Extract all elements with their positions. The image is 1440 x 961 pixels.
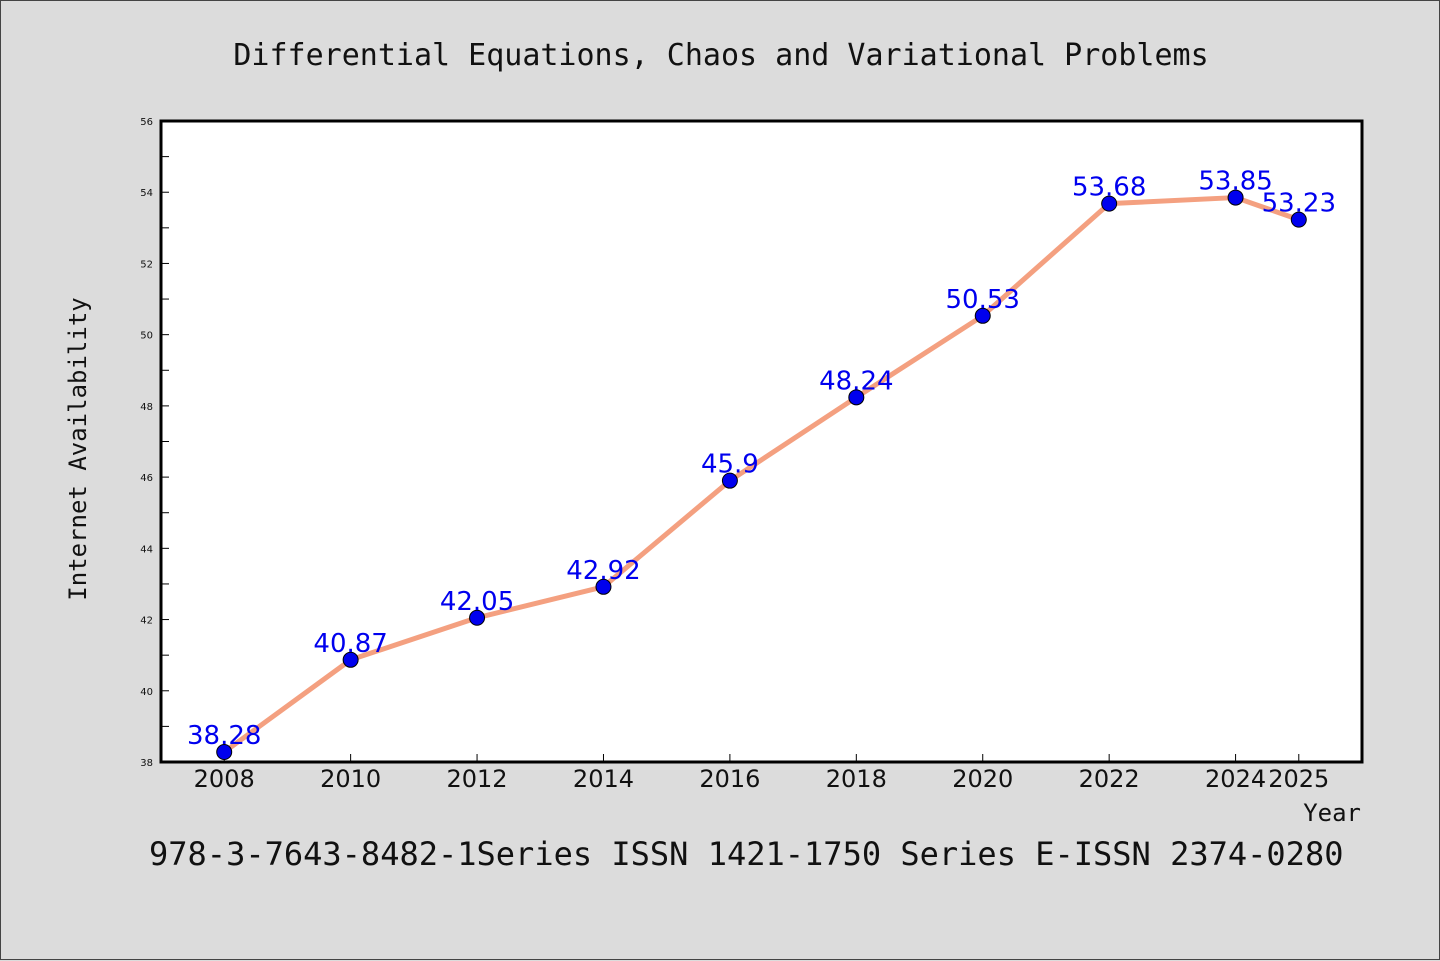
isbn-footer: 978-3-7643-8482-1Series ISSN 1421-1750 S… [149,835,1343,873]
x-tick-label: 2016 [699,765,760,793]
y-tick-label: 44 [140,544,153,555]
y-tick-label: 50 [140,331,153,342]
x-tick-label: 2020 [952,765,1013,793]
x-tick-label: 2025 [1268,765,1329,793]
y-tick-label: 38 [140,758,153,769]
data-point [1101,195,1118,212]
data-point [848,389,865,406]
x-tick-label: 2024 [1205,765,1266,793]
data-label: 45.9 [701,450,759,480]
data-point [216,744,233,761]
series-line [221,195,1302,755]
data-label: 42.05 [440,587,514,617]
data-label: 40.87 [313,629,387,659]
data-label: 50.53 [946,285,1020,315]
chart-title: Differential Equations, Chaos and Variat… [233,38,1208,73]
y-axis-label: Internet Availability [64,297,92,600]
data-point [595,578,612,595]
series-layer: 38.28 40.87 42.05 42.92 45.9 48.24 50.53 53.68 5… [187,167,1336,761]
y-tick-label: 46 [140,473,153,484]
x-tick-label: 2010 [320,765,381,793]
data-label: 38.28 [187,721,261,751]
data-label: 53.68 [1072,173,1146,203]
y-tick-label: 52 [140,259,153,270]
data-label: 48.24 [819,366,893,396]
y-tick-label: 56 [140,117,153,128]
x-tick-label: 2014 [573,765,634,793]
x-axis: 2008 2010 2012 2014 2016 2018 2020 2022 2024 2025 [194,754,1329,793]
x-axis-label: Year [1303,799,1361,827]
data-point [1290,211,1307,228]
x-tick-label: 2008 [194,765,255,793]
data-label: 53.85 [1198,167,1272,197]
data-point [721,472,738,489]
y-tick-label: 42 [140,616,153,627]
data-point [469,609,486,626]
y-tick-label: 54 [140,188,153,199]
y-tick-label: 40 [140,687,153,698]
data-label: 42.92 [566,556,640,586]
data-label: 53.23 [1262,189,1336,219]
data-point [1227,189,1244,206]
data-point [342,651,359,668]
plot-frame [159,119,1364,764]
y-tick-label: 48 [140,402,153,413]
data-point [974,307,991,324]
x-tick-label: 2022 [1079,765,1140,793]
x-tick-label: 2012 [447,765,508,793]
x-tick-label: 2018 [826,765,887,793]
